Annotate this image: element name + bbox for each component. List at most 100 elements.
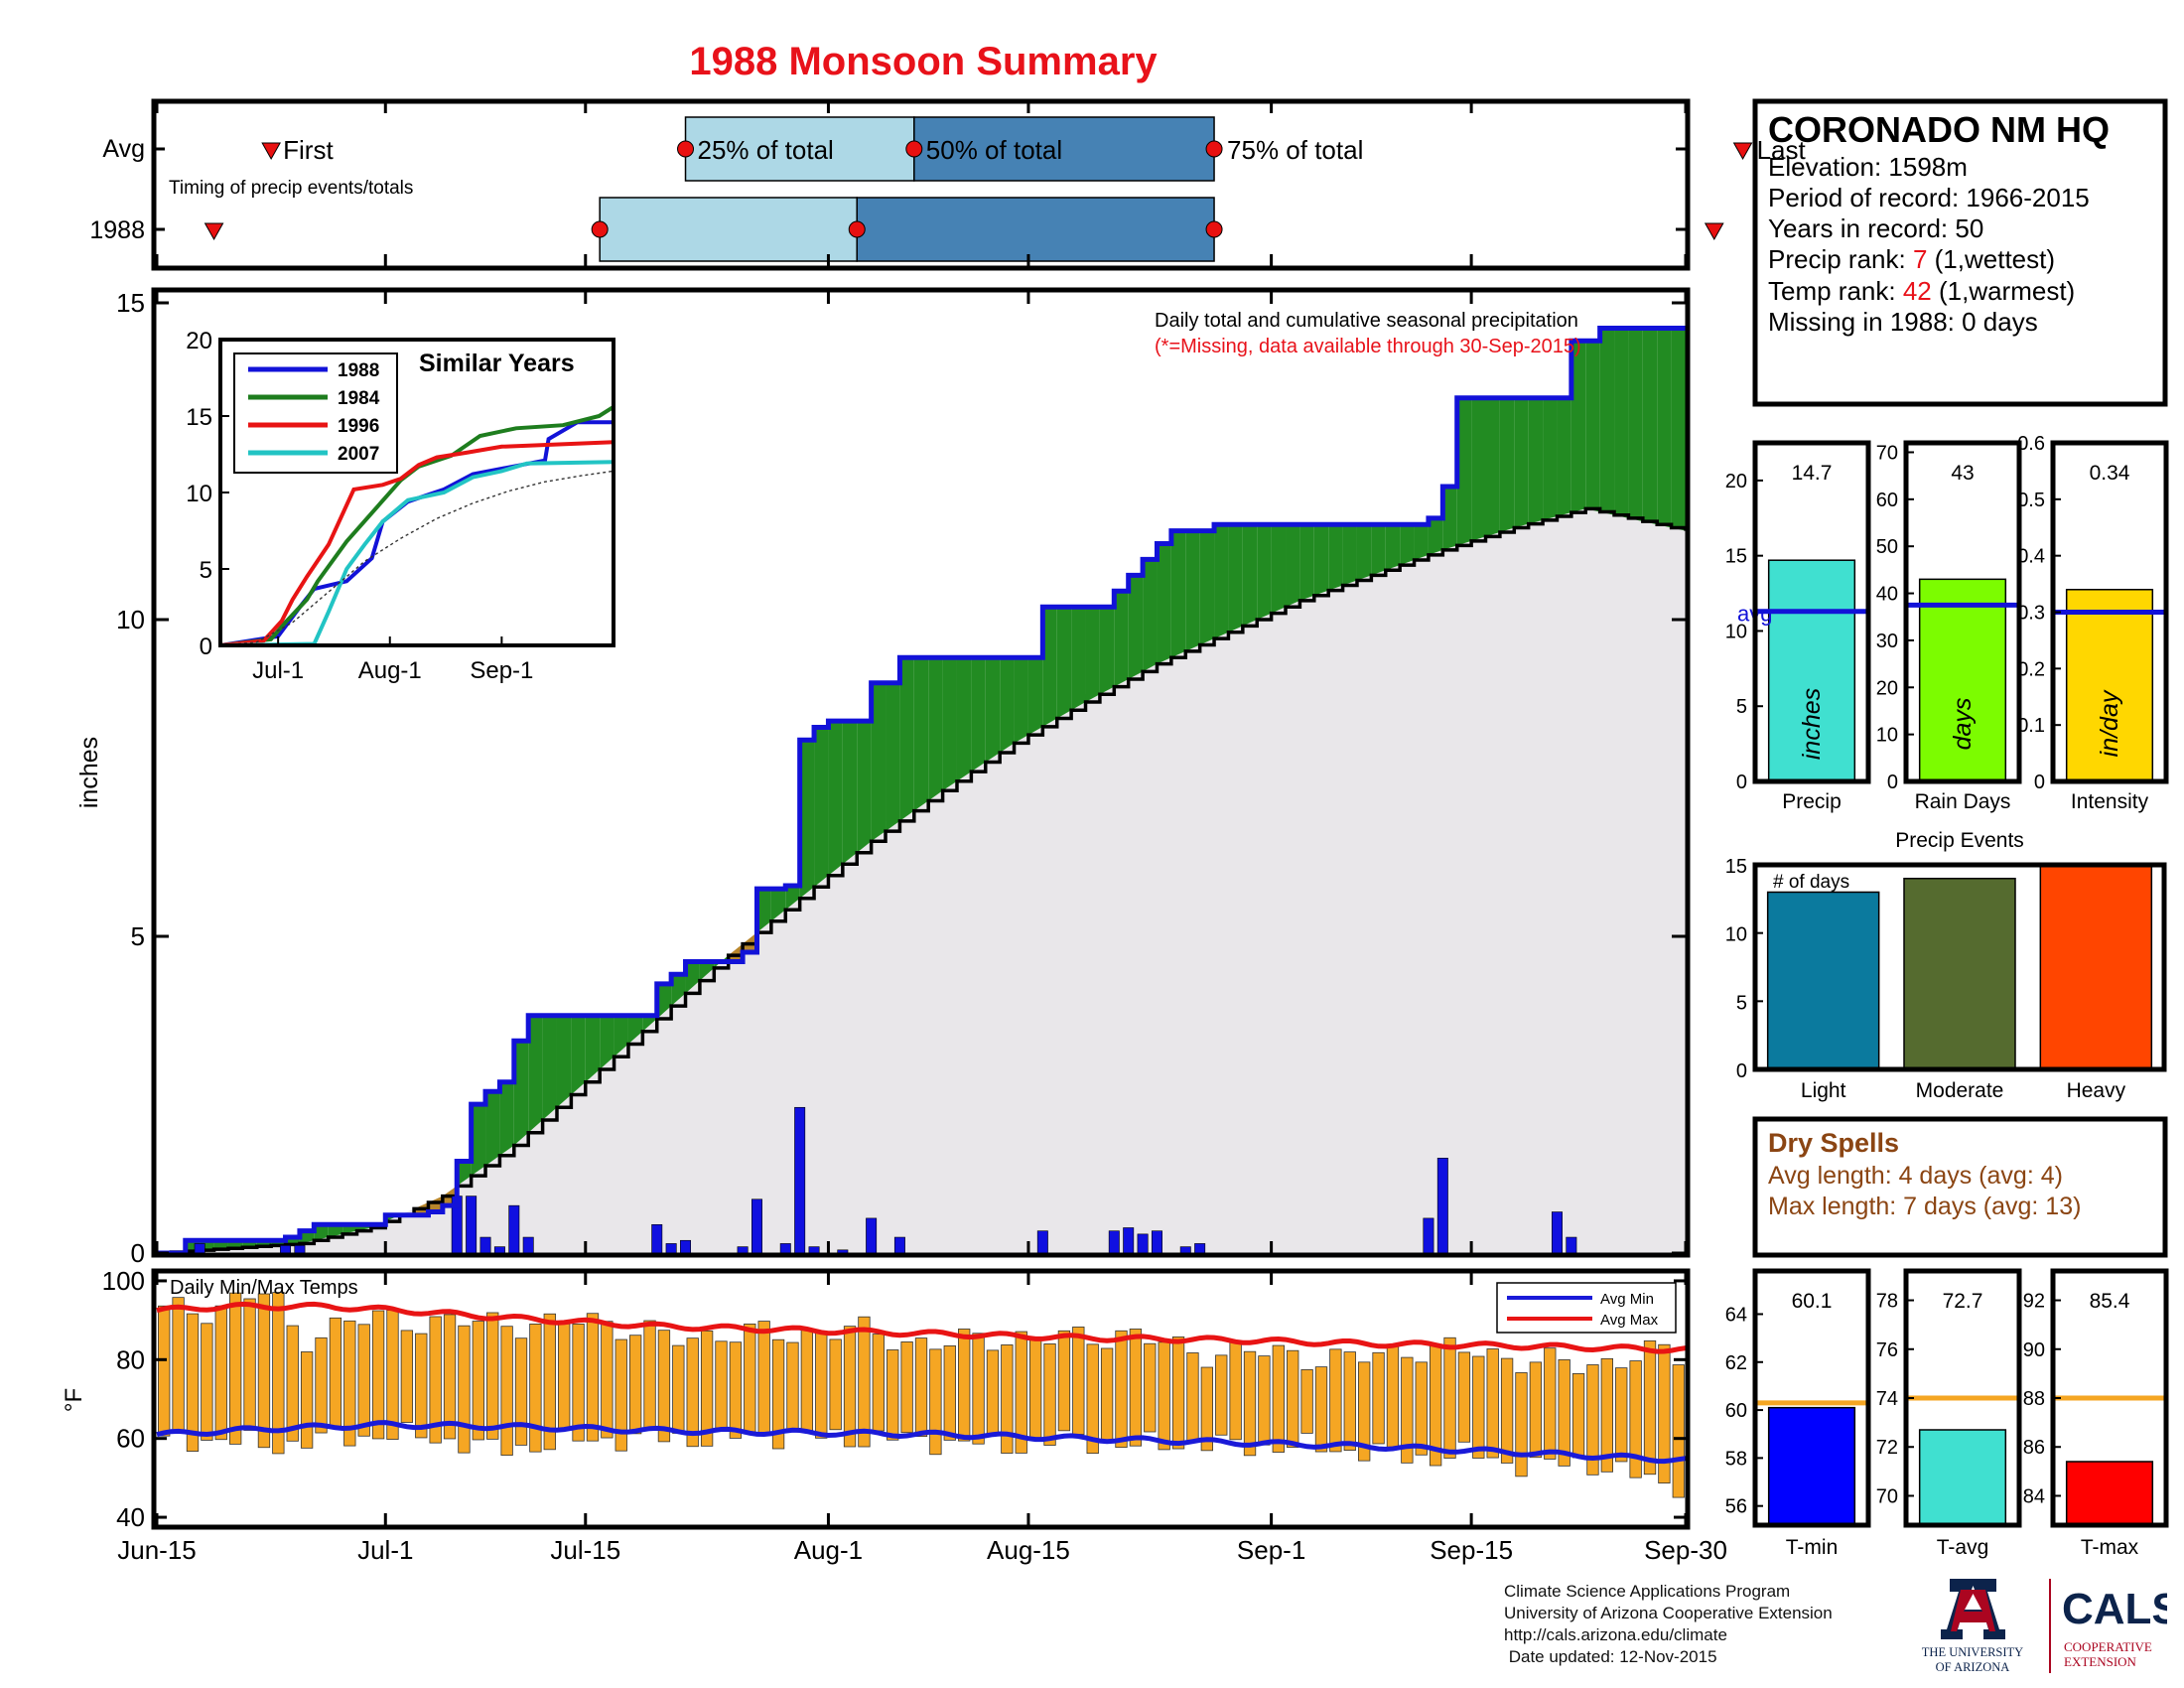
above-normal-fill	[471, 1104, 486, 1177]
inset-series-2007	[219, 460, 614, 647]
inset-xtick-label: Sep-1	[470, 657, 533, 684]
daily-temp-bar	[572, 1324, 585, 1442]
above-normal-fill	[1271, 524, 1287, 614]
daily-precip-bar	[280, 1245, 292, 1254]
daily-temp-bar	[1544, 1347, 1557, 1460]
daily-temp-bar	[1171, 1336, 1185, 1450]
daily-temp-bar	[214, 1305, 227, 1441]
daily-precip-bar	[794, 1106, 806, 1254]
above-normal-fill	[457, 1161, 472, 1187]
quartile-marker-q50	[905, 140, 923, 158]
above-normal-fill	[1528, 397, 1544, 524]
above-normal-fill	[1543, 397, 1558, 520]
event-category-label: Heavy	[2067, 1079, 2126, 1102]
daily-precip-bar	[522, 1236, 534, 1254]
station-elevation: Elevation: 1598m	[1768, 152, 1968, 182]
above-normal-fill	[1671, 328, 1686, 531]
summary-ytick-label: 78	[1876, 1291, 1898, 1313]
daily-precip-bar	[779, 1243, 791, 1254]
event-marker-first	[204, 222, 224, 241]
summary-panel-label: Precip	[1782, 790, 1842, 813]
above-normal-fill	[585, 1015, 601, 1082]
daily-temp-bar	[1372, 1351, 1385, 1445]
summary-ytick-label: 74	[1876, 1388, 1898, 1410]
precip-rank-part: (1,wettest)	[1927, 244, 2055, 274]
cumulative-1988-line	[157, 326, 1686, 1256]
above-normal-fill	[699, 961, 715, 981]
daily-temp-bar	[1129, 1329, 1143, 1447]
summary-ytick-label: 40	[1876, 584, 1898, 606]
panel-frame	[1903, 440, 2022, 784]
summary-ytick-label: 88	[2023, 1388, 2045, 1410]
daily-temp-bar	[300, 1351, 314, 1449]
daily-temp-bar	[1028, 1337, 1042, 1440]
station-period: Period of record: 1966-2015	[1768, 183, 2090, 212]
quartile-marker-q25	[677, 140, 695, 158]
inset-ytick-label: 10	[186, 481, 212, 507]
daily-temp-bar	[900, 1341, 913, 1434]
events-ytick-label: 10	[1725, 924, 1747, 946]
above-normal-fill	[1299, 524, 1314, 601]
summary-ytick-label: 56	[1725, 1496, 1747, 1518]
daily-precip-bar	[1194, 1243, 1206, 1254]
inset-title: Similar Years	[419, 350, 575, 377]
above-normal-fill	[1385, 524, 1401, 571]
dry-spells-avg: Avg length: 4 days (avg: 4)	[1768, 1162, 2063, 1190]
footer-line-url[interactable]: http://cals.arizona.edu/climate	[1504, 1625, 1727, 1644]
avg-min-line	[156, 1420, 1687, 1465]
above-normal-fill	[642, 1015, 657, 1032]
temp-legend-label: Avg Max	[1600, 1312, 1659, 1329]
daily-temp-bar	[1086, 1343, 1099, 1455]
summary-value-label: 85.4	[2090, 1290, 2130, 1313]
daily-temp-bar	[1558, 1359, 1570, 1467]
daily-temp-bar	[1287, 1349, 1299, 1449]
daily-temp-bar	[286, 1325, 299, 1442]
daily-temp-bar	[415, 1333, 428, 1439]
seasonal-temp-bars-panel: 60.1 56 58 60 62 64 T-min 72.7 70 72 74 76 78 T-avg 85…	[1725, 1268, 2169, 1559]
timing-row-label-1988: 1988	[89, 216, 145, 244]
daily-precip-bar	[665, 1243, 677, 1254]
panel-frame	[2050, 1268, 2169, 1528]
above-normal-fill	[1442, 487, 1457, 550]
above-normal-fill	[671, 974, 686, 1007]
summary-ytick-label: 0	[1887, 772, 1898, 793]
summary-value-label: 14.7	[1792, 462, 1833, 485]
above-normal-fill	[956, 657, 972, 781]
above-normal-fill	[1085, 607, 1100, 702]
daily-precip-bar	[508, 1204, 520, 1254]
summary-unit-label: days	[1949, 698, 1977, 751]
university-of-arizona-logo: THE UNIVERSITY OF ARIZONA	[1922, 1579, 2023, 1674]
events-ytick-label: 0	[1736, 1060, 1747, 1082]
footer-line-program: Climate Science Applications Program	[1504, 1582, 1791, 1601]
summary-value-label: 60.1	[1792, 1290, 1833, 1313]
above-normal-fill	[871, 682, 887, 842]
above-normal-fill	[485, 1091, 500, 1166]
summary-panel-label: T-max	[2081, 1536, 2139, 1559]
temp-y-axis-label: °F	[61, 1388, 87, 1412]
above-normal-fill	[600, 1015, 614, 1069]
inset-ytick-label: 0	[200, 633, 212, 660]
panel-frame	[1752, 440, 1871, 784]
date-axis-label: Jul-1	[357, 1535, 413, 1565]
summary-value-label: 43	[1951, 462, 1974, 485]
summary-ytick-label: 30	[1876, 631, 1898, 652]
above-normal-fill	[928, 657, 943, 801]
daily-temp-bar	[186, 1313, 200, 1452]
temp-ytick-label: 40	[116, 1502, 145, 1532]
above-normal-fill	[656, 983, 672, 1019]
temp-rank-part: Temp rank:	[1768, 276, 1903, 306]
daily-temp-bar	[543, 1313, 556, 1451]
summary-ytick-label: 70	[1876, 1485, 1898, 1507]
climatology-line	[157, 506, 1688, 1255]
event-marker-first	[261, 142, 281, 161]
summary-ytick-label: 50	[1876, 536, 1898, 558]
quartile-box-50-75	[913, 116, 1215, 182]
inset-legend-label: 1984	[338, 388, 380, 409]
daily-temp-bar	[972, 1333, 985, 1445]
daily-temp-bar	[686, 1337, 699, 1448]
footer-line-date: Date updated: 12-Nov-2015	[1504, 1647, 1717, 1666]
above-normal-fill	[1414, 524, 1429, 561]
daily-temp-bar	[1158, 1341, 1170, 1451]
quartile-box-25-50	[599, 197, 858, 262]
